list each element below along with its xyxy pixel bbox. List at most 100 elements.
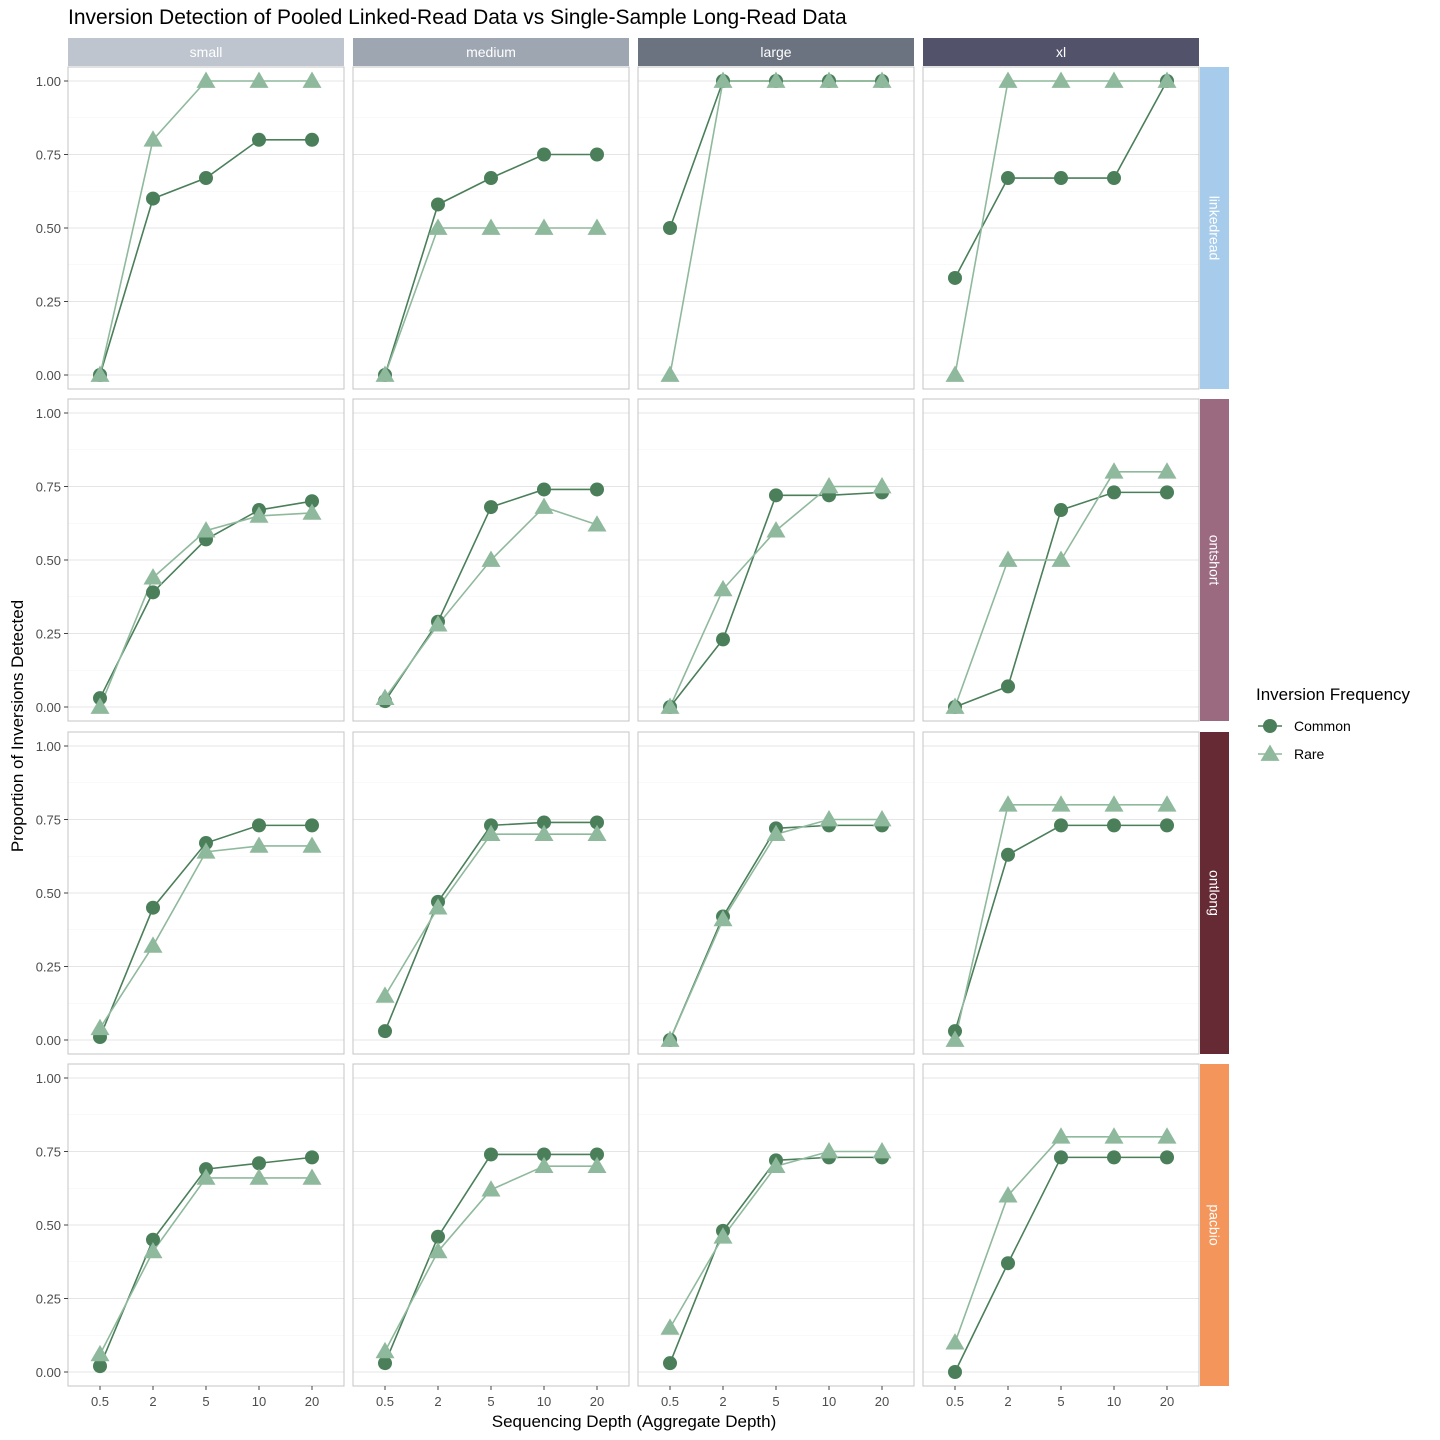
data-point-rare (1157, 795, 1177, 812)
data-point-rare (481, 1180, 501, 1197)
row-strip-label: pacbio (1207, 1204, 1223, 1245)
data-point-rare (302, 836, 322, 853)
column-strip-label: large (760, 44, 791, 60)
data-point-rare (143, 130, 163, 147)
data-point-common (252, 132, 266, 147)
row-strip-label: linkedread (1207, 196, 1223, 261)
row-strip-ontshort (1200, 399, 1229, 721)
data-point-rare (1104, 1127, 1124, 1144)
data-point-rare (428, 898, 448, 915)
y-tick-label: 0.25 (36, 627, 61, 642)
data-point-rare (375, 365, 395, 382)
column-strip-xl (923, 38, 1199, 66)
y-tick-label: 0.50 (36, 221, 61, 236)
row-strip-label: ontlong (1207, 870, 1223, 916)
data-point-common (1160, 485, 1174, 500)
legend-title: Inversion Frequency (1256, 685, 1411, 704)
data-point-rare (998, 795, 1018, 812)
data-point-common (378, 1356, 392, 1371)
y-tick-label: 1.00 (36, 739, 61, 754)
y-tick-label: 0.00 (36, 368, 61, 383)
x-tick-label: 0.5 (661, 1394, 679, 1409)
data-point-rare (196, 521, 216, 538)
data-point-rare (713, 71, 733, 88)
legend-key-circle (1263, 719, 1277, 733)
data-point-rare (481, 824, 501, 842)
panel-border (922, 398, 1200, 722)
data-point-common (93, 1359, 107, 1374)
data-point-rare (534, 824, 554, 842)
data-point-rare (428, 615, 448, 632)
data-point-rare (587, 1156, 607, 1174)
data-point-rare (1157, 71, 1177, 88)
data-point-rare (872, 1142, 892, 1159)
data-point-rare (660, 1030, 680, 1047)
data-point-rare (90, 365, 110, 382)
x-tick-label: 5 (202, 1394, 209, 1409)
data-point-common (484, 500, 498, 515)
data-point-rare (945, 1030, 965, 1047)
data-point-common (1107, 485, 1121, 500)
data-point-common (948, 270, 962, 285)
data-point-rare (713, 579, 733, 597)
data-point-rare (1104, 795, 1124, 812)
y-tick-label: 0.00 (36, 700, 61, 715)
x-tick-label: 10 (537, 1394, 551, 1409)
data-point-common (305, 818, 319, 833)
x-tick-label: 10 (1107, 1394, 1121, 1409)
panel-border (922, 66, 1200, 390)
data-point-common (1001, 847, 1015, 862)
data-point-rare (998, 71, 1018, 88)
data-point-common (305, 494, 319, 509)
legend: Inversion Frequency Common Rare (1256, 685, 1411, 762)
data-point-rare (660, 697, 680, 714)
data-point-common (1001, 1256, 1015, 1271)
data-point-rare (819, 477, 839, 494)
data-point-common (199, 171, 213, 186)
data-point-common (484, 1147, 498, 1162)
data-point-rare (90, 697, 110, 714)
legend-key-triangle (1260, 744, 1280, 761)
data-point-rare (587, 218, 607, 235)
data-point-rare (428, 218, 448, 235)
data-point-common (305, 132, 319, 147)
data-point-rare (90, 1344, 110, 1362)
y-axis-title: Proportion of Inversions Detected (8, 600, 27, 852)
data-point-rare (90, 1018, 110, 1036)
data-point-common (1054, 818, 1068, 833)
data-point-common (484, 171, 498, 186)
data-point-common (146, 900, 160, 915)
data-point-common (769, 488, 783, 503)
data-point-rare (1104, 71, 1124, 88)
y-tick-label: 0.00 (36, 1365, 61, 1380)
column-strip-label: small (190, 44, 223, 60)
data-point-common (537, 482, 551, 497)
row-strip-pacbio (1200, 1064, 1229, 1386)
data-point-rare (249, 71, 269, 88)
data-point-rare (1051, 795, 1071, 812)
data-point-rare (302, 71, 322, 88)
data-point-rare (945, 697, 965, 714)
data-point-common (1001, 171, 1015, 186)
data-point-rare (143, 936, 163, 953)
y-tick-label: 1.00 (36, 74, 61, 89)
data-point-rare (713, 1227, 733, 1244)
data-point-rare (819, 810, 839, 827)
y-tick-label: 1.00 (36, 406, 61, 421)
data-point-common (590, 482, 604, 497)
chart-title: Inversion Detection of Pooled Linked-Rea… (68, 6, 847, 29)
column-strip-label: medium (466, 44, 516, 60)
data-point-rare (998, 550, 1018, 567)
data-point-common (146, 191, 160, 206)
data-point-common (146, 1232, 160, 1247)
column-strip-medium (353, 38, 629, 66)
data-point-common (663, 1356, 677, 1371)
x-tick-label: 5 (772, 1394, 779, 1409)
row-strip-label: ontshort (1207, 535, 1223, 586)
y-tick-label: 0.50 (36, 553, 61, 568)
data-point-rare (872, 71, 892, 88)
data-point-rare (428, 1241, 448, 1259)
data-point-rare (872, 810, 892, 827)
data-point-rare (713, 909, 733, 927)
x-tick-label: 20 (875, 1394, 889, 1409)
